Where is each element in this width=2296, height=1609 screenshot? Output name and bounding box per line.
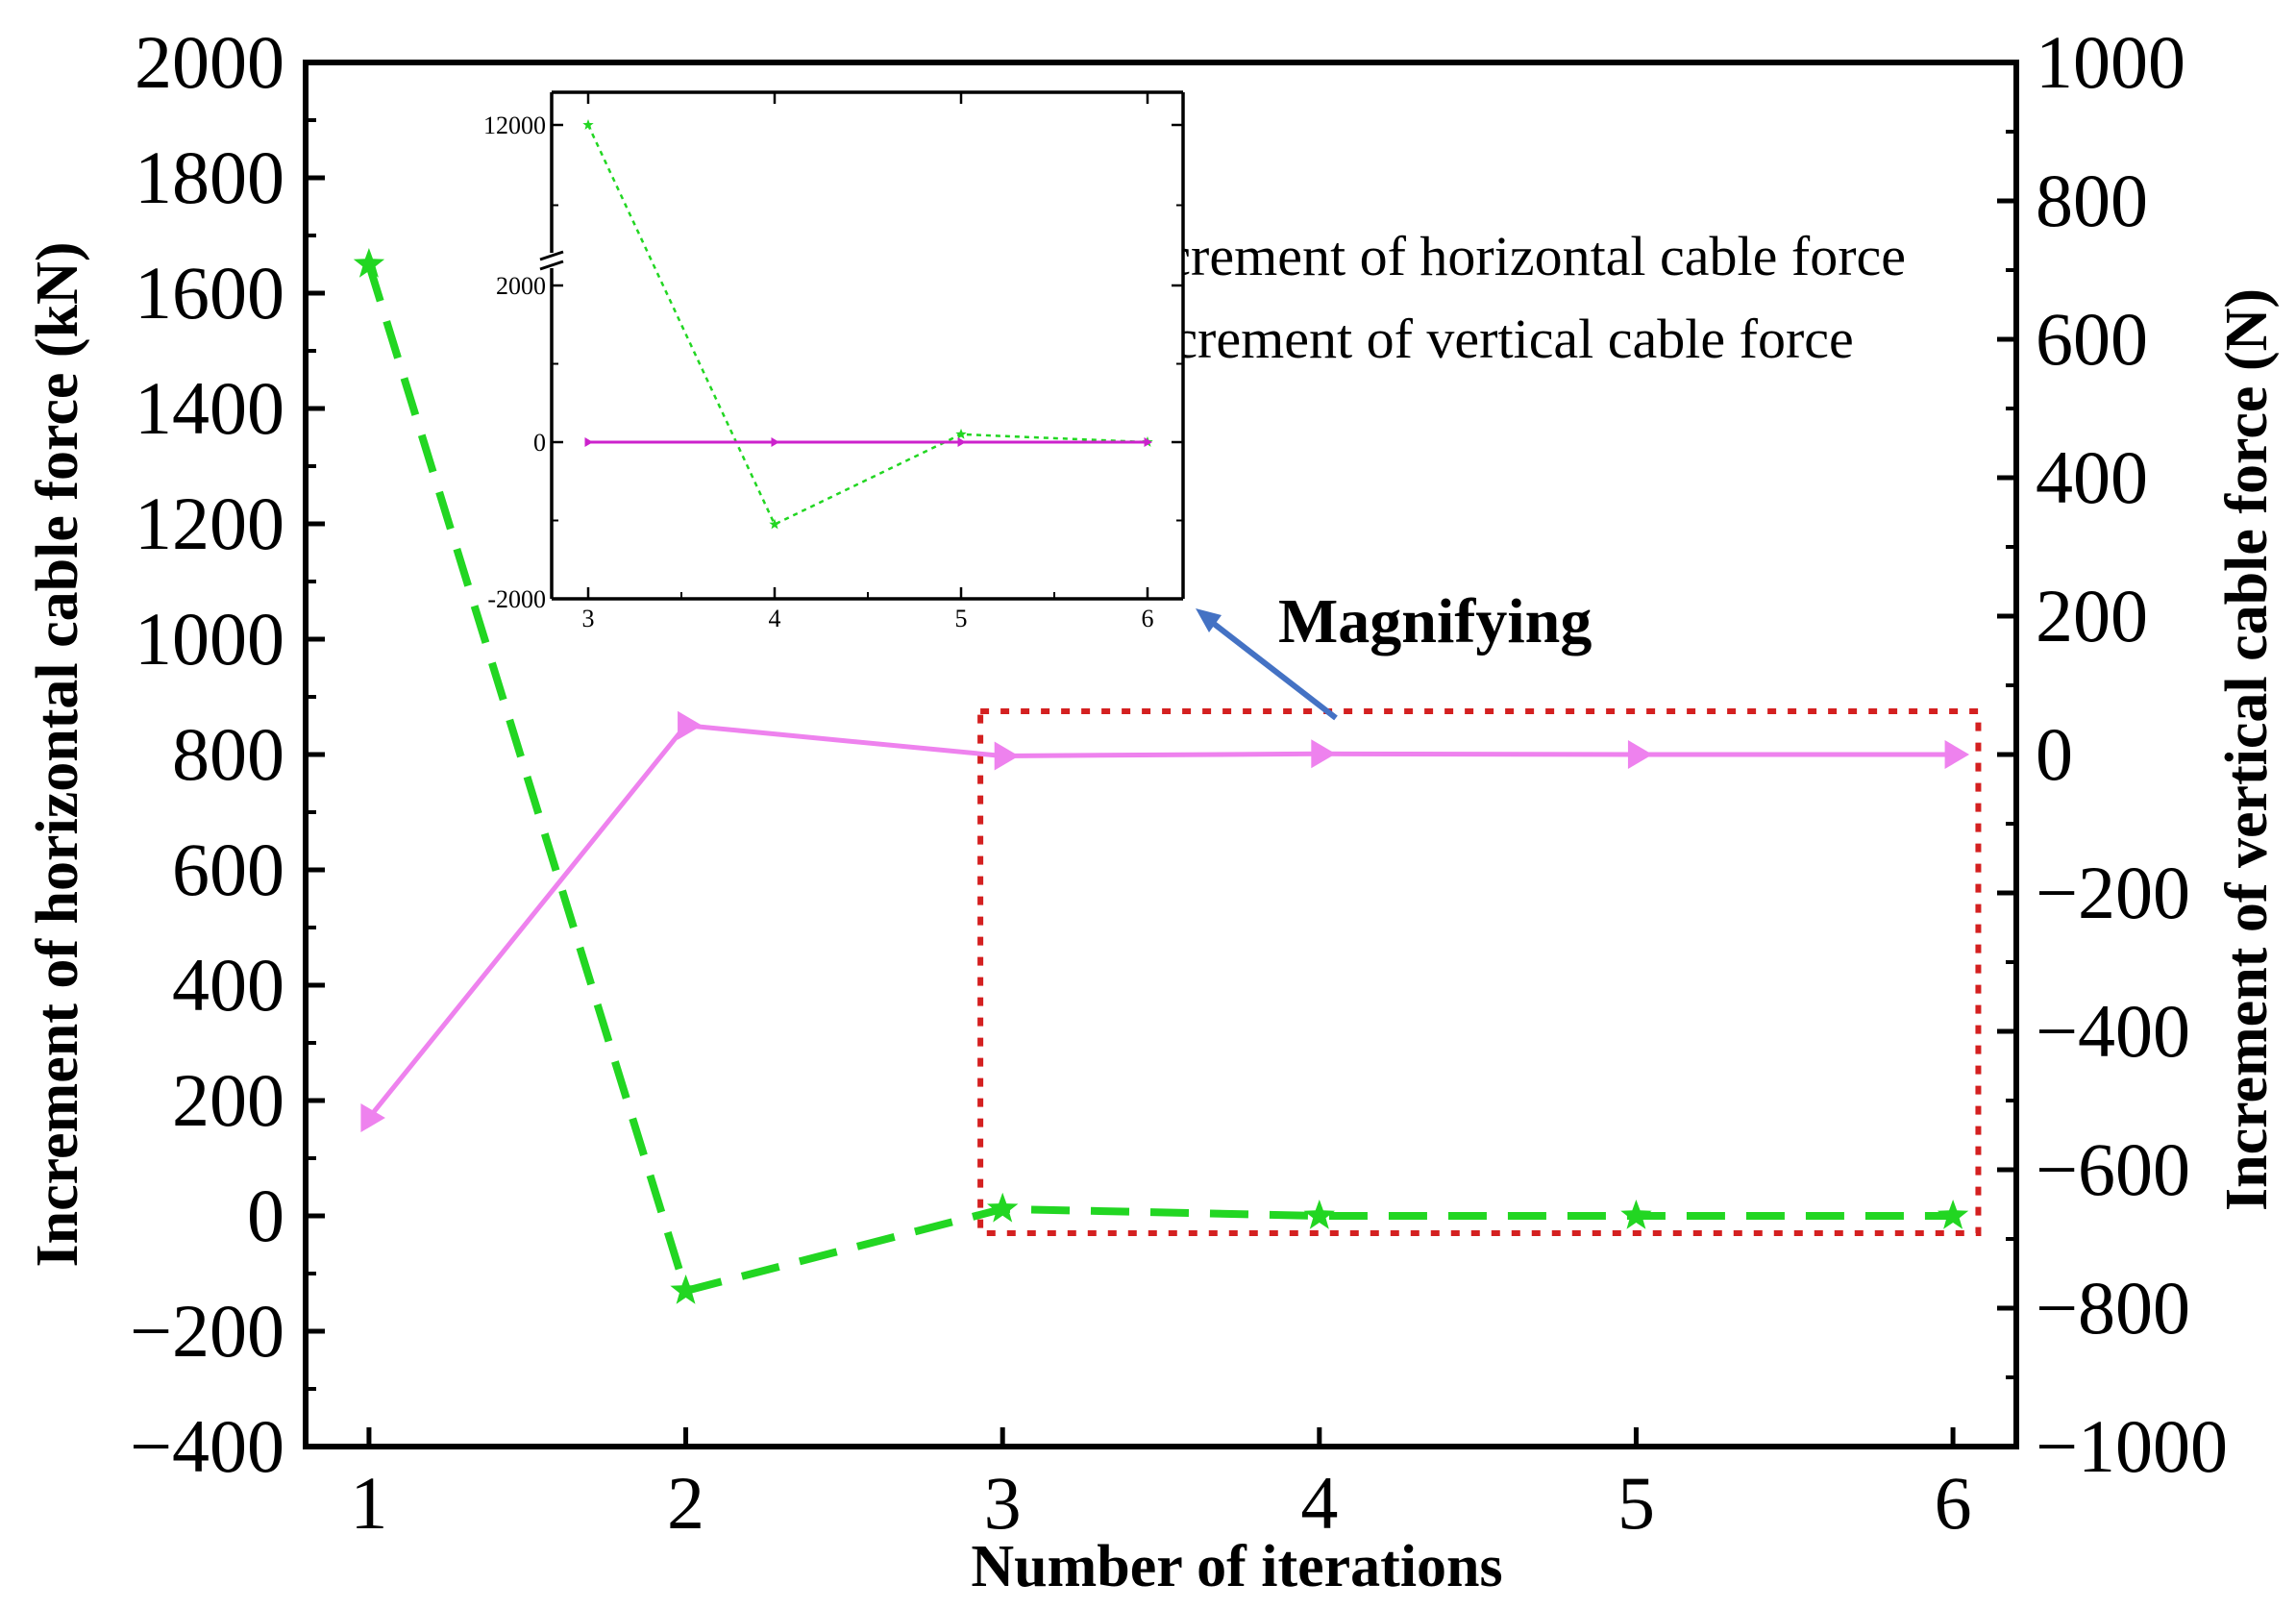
horizontal-markers: [353, 248, 1969, 1304]
y-left-tick-label: −200: [130, 1289, 284, 1373]
x-tick-label: 6: [1935, 1461, 1972, 1545]
horizontal-point: [670, 1275, 702, 1304]
legend-label-horizontal: Increment of horizontal cable force: [1120, 225, 1906, 287]
vertical-point: [360, 1103, 385, 1132]
y-left-tick-label: 2000: [135, 20, 284, 104]
y-left-tick-label: 1200: [135, 482, 284, 565]
y-axis-title-left: Increment of horizontal cable force (kN): [25, 242, 90, 1268]
series-vertical: [360, 710, 1970, 1132]
inset-x-tick-label: 6: [1142, 605, 1154, 632]
inset-horizontal-point: [582, 119, 594, 130]
y-left-tick-label: −400: [130, 1404, 284, 1488]
y-left-tick-label: 1000: [135, 597, 284, 681]
x-tick-label: 4: [1300, 1461, 1338, 1545]
inset-x-tick-label: 5: [955, 605, 968, 632]
inset-chart: 3 4 5 6 12000 2000 0 -2000: [483, 90, 1185, 632]
inset-vertical-point: [957, 437, 966, 447]
y-left-tick-label: 1800: [135, 136, 284, 219]
annotation-arrow-head: [1196, 608, 1222, 632]
inset-vertical-markers: [584, 437, 1152, 447]
inset-horizontal-point: [955, 428, 967, 439]
y-left-tick-label: 600: [172, 828, 284, 911]
y-left-tick-label: 200: [172, 1058, 284, 1142]
vertical-point: [994, 741, 1020, 771]
y-left-tick-label: 0: [247, 1174, 284, 1257]
vertical-point: [678, 710, 703, 740]
main-ticks: [306, 60, 2016, 1449]
x-tick-label: 2: [667, 1461, 704, 1545]
horizontal-series-line: [365, 262, 1954, 1296]
y-left-tick-label: 800: [172, 712, 284, 796]
inset-vertical-point: [1144, 437, 1152, 447]
inset-y-tick-label: -2000: [487, 585, 546, 613]
main-tick-labels: 1 2 3 4 5 62000180016001400120010008006004002…: [130, 20, 2228, 1545]
axis-break-mark: [539, 250, 564, 271]
y-right-tick-label: 0: [2036, 712, 2073, 796]
inset-y-tick-label: 0: [533, 429, 546, 457]
y-axis-title-right: Increment of vertical cable force (N): [2214, 288, 2280, 1211]
legend: Increment of horizontal cable force Incr…: [964, 225, 1906, 370]
y-right-tick-label: −800: [2036, 1266, 2190, 1349]
horizontal-point: [1620, 1200, 1652, 1229]
highlight-box: [977, 708, 1982, 1236]
x-tick-label: 5: [1617, 1461, 1655, 1545]
vertical-point: [1944, 740, 1970, 769]
vertical-point: [1627, 740, 1653, 769]
inset-vertical-point: [584, 437, 593, 447]
y-left-tick-label: 1400: [135, 366, 284, 450]
inset-ticks: [552, 92, 1183, 601]
vertical-point: [1311, 739, 1336, 769]
y-right-tick-label: 600: [2036, 297, 2148, 381]
inset-background: [552, 92, 1183, 599]
horizontal-point: [353, 248, 385, 278]
x-tick-label: 3: [984, 1461, 1022, 1545]
magnifying-annotation: Magnifying: [1196, 586, 1592, 721]
annotation-arrow: [1207, 617, 1338, 721]
annotation-text: Magnifying: [1278, 586, 1592, 656]
y-right-tick-label: 200: [2036, 574, 2148, 657]
inset-x-tick-label: 4: [769, 605, 781, 632]
inset-y-tick-label: 12000: [483, 111, 546, 139]
inset-x-tick-label: 3: [582, 605, 595, 632]
y-right-tick-label: 400: [2036, 435, 2148, 519]
horizontal-point: [987, 1192, 1019, 1223]
horizontal-point: [1937, 1200, 1969, 1229]
inset-horizontal-point: [769, 518, 780, 530]
legend-label-vertical: Increment of vertical cable force: [1126, 308, 1854, 370]
horizontal-point: [1303, 1200, 1335, 1229]
y-right-tick-label: 1000: [2036, 20, 2185, 104]
y-right-tick-label: −400: [2036, 989, 2190, 1073]
inset-tick-labels: 3 4 5 6 12000 2000 0 -2000: [483, 111, 1154, 632]
x-axis-title: Number of iterations: [971, 1534, 1502, 1599]
vertical-series-line: [366, 723, 1954, 1120]
inset-horizontal-line: [586, 124, 1148, 527]
x-tick-label: 1: [350, 1461, 387, 1545]
inset-y-tick-label: 2000: [496, 272, 546, 300]
y-right-tick-label: 800: [2036, 159, 2148, 242]
y-right-tick-label: −200: [2036, 851, 2190, 934]
y-left-tick-label: 400: [172, 943, 284, 1027]
y-right-tick-label: −1000: [2036, 1404, 2228, 1488]
y-left-tick-label: 1600: [135, 251, 284, 334]
inset-vertical-point: [771, 437, 779, 447]
y-right-tick-label: −600: [2036, 1127, 2190, 1211]
vertical-markers: [360, 710, 1970, 1132]
series-horizontal: [353, 248, 1969, 1304]
